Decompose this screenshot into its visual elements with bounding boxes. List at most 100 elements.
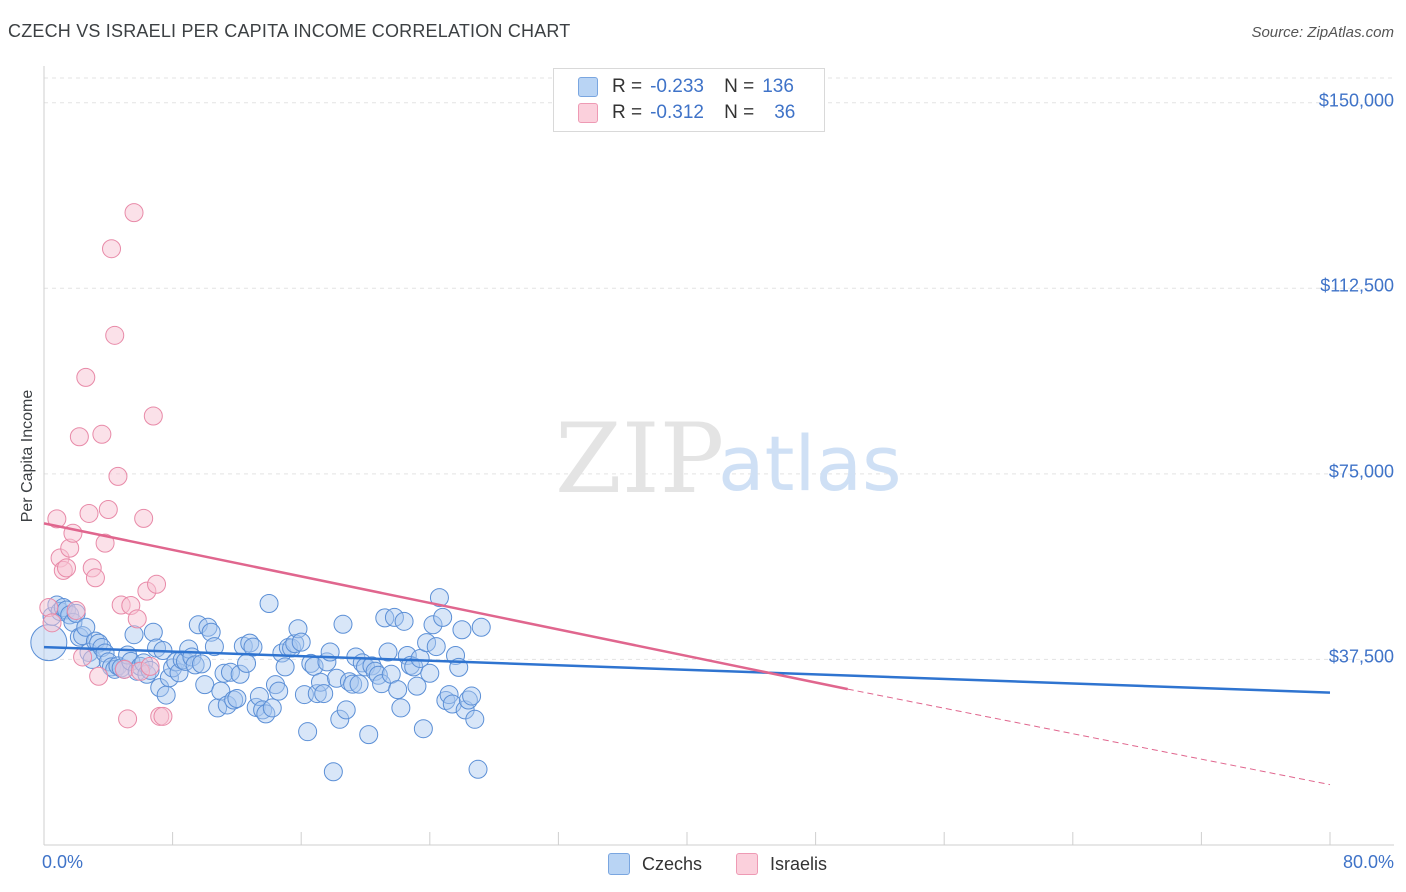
czech-legend-swatch (608, 853, 630, 875)
israeli-point (42, 613, 62, 633)
czech-point (307, 684, 327, 704)
czech-point (269, 681, 289, 701)
czech-point (224, 690, 244, 710)
n-value-czechs: 136 (762, 76, 794, 97)
czech-point (452, 620, 472, 640)
legend-item-israelis: Israelis (736, 853, 827, 875)
legend-row-czechs: R = -0.233 N = 136 (578, 74, 794, 100)
israeli-point (147, 574, 167, 594)
czech-point (417, 633, 437, 653)
czech-point (336, 700, 356, 720)
czech-point (407, 676, 427, 696)
czech-point (384, 607, 404, 627)
czech-point (420, 663, 440, 683)
trend-lines (43, 522, 1331, 786)
legend-label-israelis: Israelis (770, 853, 828, 874)
czech-point (426, 637, 446, 657)
czech-point (214, 663, 234, 683)
czech-point (333, 614, 353, 634)
czech-point (201, 622, 221, 642)
x-tick-max: 80.0% (1342, 852, 1394, 872)
czech-point (413, 719, 433, 739)
israeli-point (69, 427, 89, 447)
czech-point (156, 685, 176, 705)
czech-point (323, 762, 343, 782)
czech-point (192, 654, 212, 674)
legend-bottom: Czechs Israelis (0, 853, 1406, 877)
israeli-point (79, 503, 99, 523)
r-value-czechs: -0.233 (650, 76, 704, 97)
israeli-point (140, 656, 160, 676)
israeli-trend-extension (847, 688, 1331, 786)
israeli-point (73, 647, 93, 667)
legend-stats: R = -0.233 N = 136 R = -0.312 N = 36 (553, 68, 825, 132)
israeli-point (85, 568, 105, 588)
czech-point (429, 588, 449, 608)
czech-point (143, 622, 163, 642)
czech-point (220, 662, 240, 682)
czech-point (359, 725, 379, 745)
czech-point (259, 594, 279, 614)
czech-point (262, 698, 282, 718)
y-tick-label: $37,500 (1328, 646, 1394, 667)
czech-point (362, 656, 382, 676)
y-tick-label: $112,500 (1320, 275, 1394, 296)
czech-point (227, 689, 247, 709)
israeli-point (76, 367, 96, 387)
czech-point (442, 694, 462, 714)
czech-point (124, 625, 144, 645)
czech-point (185, 655, 205, 675)
israeli-point (134, 508, 154, 528)
israeli-point (102, 239, 122, 259)
czech-point (301, 653, 321, 673)
axes (43, 66, 1394, 846)
x-tick-min: 0.0% (42, 852, 84, 872)
czech-point (471, 617, 491, 637)
czech-point (150, 678, 170, 698)
czech-point (423, 615, 443, 635)
czech-point (285, 634, 305, 654)
czech-point (433, 607, 453, 627)
source-label: Source: ZipAtlas.com (1251, 24, 1394, 41)
czech-point (298, 722, 318, 742)
czech-point (291, 632, 311, 652)
israeli-point (57, 558, 77, 578)
czech-point (217, 695, 237, 715)
n-label: N = (724, 102, 755, 123)
czech-point (230, 664, 250, 684)
gridlines (44, 77, 1394, 660)
israeli-point (143, 406, 163, 426)
israeli-point (105, 325, 125, 345)
czech-point (69, 627, 89, 647)
czech-point (375, 608, 395, 628)
israeli-point (39, 597, 59, 617)
czech-point (343, 674, 363, 694)
israeli-point (92, 424, 112, 444)
n-label: N = (724, 76, 755, 97)
watermark-atlas: atlas (718, 419, 902, 508)
israeli-legend-swatch (736, 853, 758, 875)
r-value-israelis: -0.312 (650, 102, 704, 123)
czech-point (275, 657, 295, 677)
czech-swatch (578, 77, 598, 97)
czech-point (462, 686, 482, 706)
israeli-point (47, 509, 67, 529)
israeli-point (98, 499, 118, 519)
israeli-point (66, 600, 86, 620)
israeli-swatch (578, 103, 598, 123)
r-label: R = (612, 102, 643, 123)
israeli-point (108, 466, 128, 486)
israeli-point (114, 659, 134, 679)
y-tick-label: $75,000 (1328, 461, 1394, 482)
czech-point (98, 652, 118, 672)
czech-point (378, 642, 398, 662)
israeli-point (124, 203, 144, 223)
n-value-israelis: 36 (774, 102, 796, 123)
israeli-point (127, 609, 147, 629)
czech-point (465, 709, 485, 729)
watermark-zip: ZIP (555, 403, 724, 515)
israeli-points (39, 203, 173, 729)
czech-point (204, 637, 224, 657)
czech-point (169, 663, 189, 683)
